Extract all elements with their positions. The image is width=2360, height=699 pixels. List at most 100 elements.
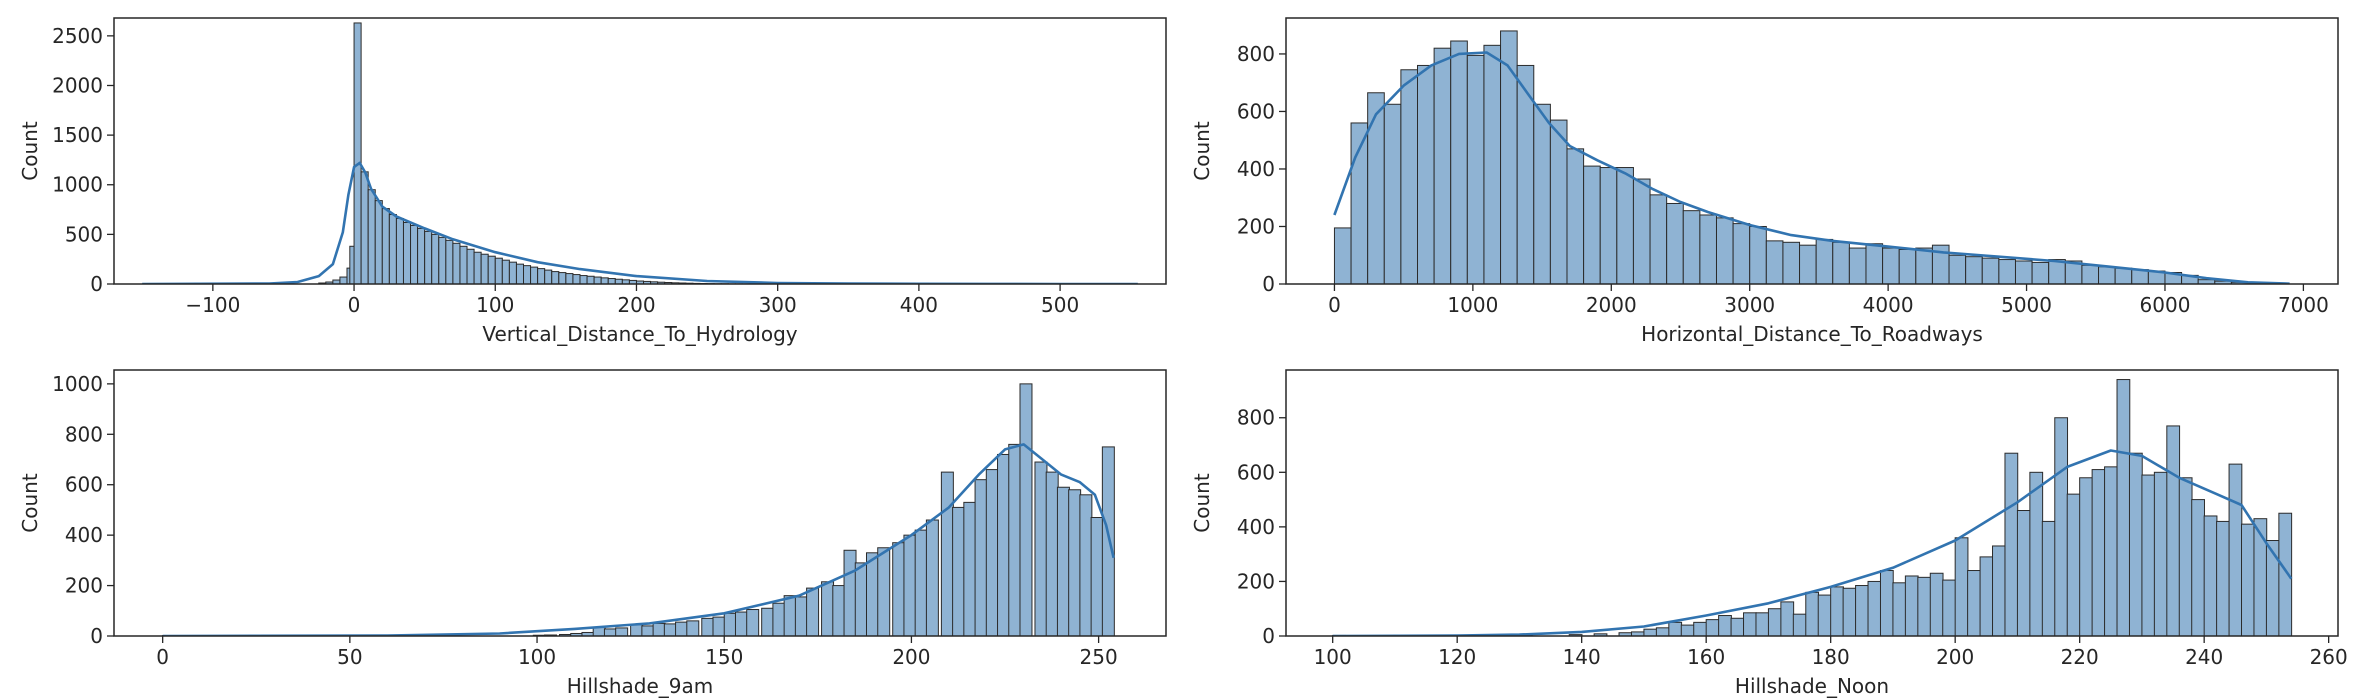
histogram-bar bbox=[353, 22, 362, 284]
histogram-bar bbox=[1056, 486, 1070, 636]
histogram-bar bbox=[630, 624, 644, 636]
x-tick-label: 140 bbox=[1563, 645, 1601, 669]
histogram-bar bbox=[600, 277, 609, 284]
axes-frame bbox=[113, 369, 1167, 637]
histogram-bar bbox=[537, 268, 546, 284]
histogram-bar bbox=[1904, 575, 1919, 636]
x-tick-label: 400 bbox=[900, 293, 938, 317]
x-tick-label: 120 bbox=[1438, 645, 1476, 669]
histogram-bars bbox=[318, 22, 786, 284]
subplot-vertical-distance-to-hydrology: −100 0 100 200 300 400 500 0 500 1000 1500 2000 2500… bbox=[18, 17, 1167, 346]
histogram-bar bbox=[1632, 178, 1651, 284]
histogram-bar bbox=[2178, 477, 2193, 636]
subplot-horizontal-distance-to-roadways: 0 1000 2000 3000 4000 5000 6000 7000 0 200 400 600 8… bbox=[1190, 17, 2339, 346]
histogram-bar bbox=[593, 276, 602, 284]
histogram-bar bbox=[925, 519, 939, 636]
subplot-hillshade-noon: 100 120 140 160 180 200 220 240 260 0 200 400 600 800… bbox=[1190, 369, 2348, 698]
histogram-bar bbox=[2116, 379, 2131, 636]
histogram-bar bbox=[579, 275, 588, 284]
histogram-bar bbox=[615, 627, 629, 636]
histogram-bar bbox=[1867, 580, 1882, 636]
histogram-bar bbox=[952, 506, 966, 636]
kde-line bbox=[1333, 51, 2290, 284]
histogram-bar bbox=[480, 253, 489, 284]
histogram-bar bbox=[1765, 240, 1784, 284]
histogram-bar bbox=[1533, 103, 1551, 284]
y-tick-label: 1500 bbox=[52, 123, 103, 147]
histogram-bar bbox=[1929, 572, 1944, 636]
histogram-bar bbox=[1019, 383, 1033, 636]
histogram-bar bbox=[402, 221, 412, 284]
histogram-bar bbox=[558, 272, 567, 284]
y-tick-label: 400 bbox=[1237, 515, 1275, 539]
histogram-bar bbox=[603, 628, 617, 636]
x-axis-label: Hillshade_Noon bbox=[1735, 674, 1889, 698]
histogram-bar bbox=[1583, 165, 1601, 284]
y-tick-label: 800 bbox=[1237, 406, 1275, 430]
y-axis-label: Count bbox=[18, 473, 42, 533]
y-tick-label: 2000 bbox=[52, 73, 103, 97]
histogram-bar bbox=[1981, 257, 2000, 284]
histogram-bar bbox=[1668, 621, 1683, 636]
histogram-bar bbox=[388, 214, 397, 284]
histogram-bar bbox=[2141, 474, 2156, 636]
histogram-bar bbox=[1915, 247, 1933, 284]
histogram-bars bbox=[1332, 379, 2293, 636]
x-tick-label: 160 bbox=[1687, 645, 1725, 669]
x-tick-label: 6000 bbox=[2140, 293, 2191, 317]
y-tick-label: 600 bbox=[65, 473, 103, 497]
histogram-bar bbox=[746, 609, 760, 636]
kde-line bbox=[162, 443, 1115, 636]
y-axis-label: Count bbox=[1190, 473, 1214, 533]
histogram-bar bbox=[1967, 570, 1981, 636]
histogram-bar bbox=[2004, 452, 2019, 636]
histogram-bar bbox=[1680, 624, 1695, 636]
histogram-bar bbox=[1882, 247, 1900, 284]
y-tick-label: 600 bbox=[1237, 99, 1275, 123]
plot-area: 0 50 100 150 200 250 0 200 400 600 800 1000 bbox=[52, 369, 1167, 669]
plot-area: 0 1000 2000 3000 4000 5000 6000 7000 0 200 400 600 8… bbox=[1237, 17, 2339, 317]
histogram-bar bbox=[2166, 425, 2181, 636]
histogram-bar bbox=[1008, 443, 1022, 636]
y-tick-label: 1000 bbox=[52, 173, 103, 197]
histogram-bar bbox=[1649, 194, 1668, 284]
histogram-bar bbox=[1865, 243, 1884, 284]
histogram-bar bbox=[1780, 601, 1795, 636]
histogram-bar bbox=[1090, 516, 1104, 636]
histogram-bar bbox=[1101, 446, 1115, 636]
histogram-bar bbox=[843, 549, 857, 636]
histogram-bar bbox=[1367, 92, 1385, 284]
histogram-bar bbox=[1879, 570, 1894, 636]
histogram-bar bbox=[2128, 452, 2143, 636]
histogram-bar bbox=[2081, 264, 2100, 284]
histogram-bar bbox=[1954, 537, 1969, 636]
histogram-bar bbox=[1699, 214, 1717, 284]
histogram-bar bbox=[1483, 44, 1502, 284]
x-tick-label: 200 bbox=[617, 293, 655, 317]
histogram-bar bbox=[2091, 469, 2106, 636]
histogram-bar bbox=[1782, 241, 1801, 284]
y-tick-label: 2500 bbox=[52, 24, 103, 48]
histogram-bar bbox=[940, 471, 954, 636]
histogram-bar bbox=[641, 625, 655, 636]
histogram-bars bbox=[162, 383, 1115, 636]
histogram-bar bbox=[466, 248, 475, 284]
plot-area: 100 120 140 160 180 200 220 240 260 0 200 400 600 800 bbox=[1237, 369, 2348, 669]
histogram-bar bbox=[431, 233, 440, 284]
histogram-bar bbox=[1799, 244, 1817, 284]
x-axis-label: Vertical_Distance_To_Hydrology bbox=[482, 322, 797, 346]
histogram-bar bbox=[1034, 461, 1048, 636]
histogram-bar bbox=[1848, 247, 1867, 284]
histogram-bar bbox=[1730, 617, 1745, 636]
histogram-bar bbox=[1079, 494, 1093, 636]
histogram-bar bbox=[1593, 633, 1608, 636]
histogram-bar bbox=[1705, 619, 1720, 636]
histogram-bar bbox=[701, 617, 715, 636]
histogram-bar bbox=[832, 585, 846, 636]
histogram-bar bbox=[2265, 540, 2280, 636]
y-tick-label: 200 bbox=[1237, 569, 1275, 593]
histogram-bar bbox=[360, 171, 369, 284]
histogram-bar bbox=[2104, 466, 2118, 636]
y-tick-label: 800 bbox=[1237, 42, 1275, 66]
y-axis-label: Count bbox=[1190, 121, 1214, 181]
